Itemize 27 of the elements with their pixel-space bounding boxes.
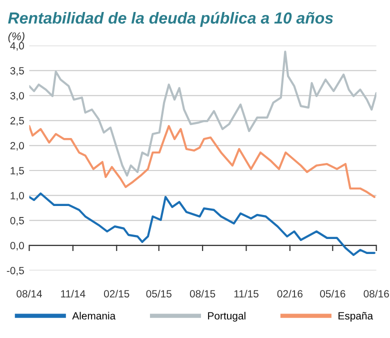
y-tick-label: 1,5 (10, 167, 24, 176)
legend-label: España (338, 312, 374, 322)
y-tick-label: 3,0 (10, 92, 24, 101)
line-series (29, 125, 376, 198)
chart-title: Rentabilidad de la deuda pública a 10 años (8, 12, 333, 27)
legend-label: Portugal (208, 312, 246, 322)
y-axis-title: (%) (8, 32, 24, 42)
y-tick-label: -0,5 (6, 266, 24, 276)
y-tick-label: 0,0 (10, 242, 24, 251)
x-tick-label: 05/16 (320, 290, 346, 298)
line-series (29, 50, 376, 177)
x-tick-label: 08/15 (190, 290, 216, 298)
x-tick-label: 05/15 (146, 290, 172, 298)
y-tick-label: 4,0 (10, 42, 24, 51)
x-tick-label: 08/14 (16, 290, 42, 298)
legend-label: Alemania (72, 312, 116, 320)
y-tick-label: 2,5 (10, 117, 24, 126)
x-tick-label: 02/16 (277, 290, 303, 298)
y-tick-label: 3,5 (10, 67, 24, 76)
x-tick-label: 02/15 (104, 290, 130, 298)
y-tick-label: 1,0 (10, 192, 24, 201)
line-series (29, 192, 376, 256)
x-tick-label: 08/16 (364, 290, 389, 298)
y-tick-label: 2,0 (10, 142, 24, 151)
x-tick-label: 11/14 (61, 290, 86, 298)
x-tick-label: 11/15 (234, 290, 258, 298)
y-tick-label: 0,5 (10, 216, 24, 226)
